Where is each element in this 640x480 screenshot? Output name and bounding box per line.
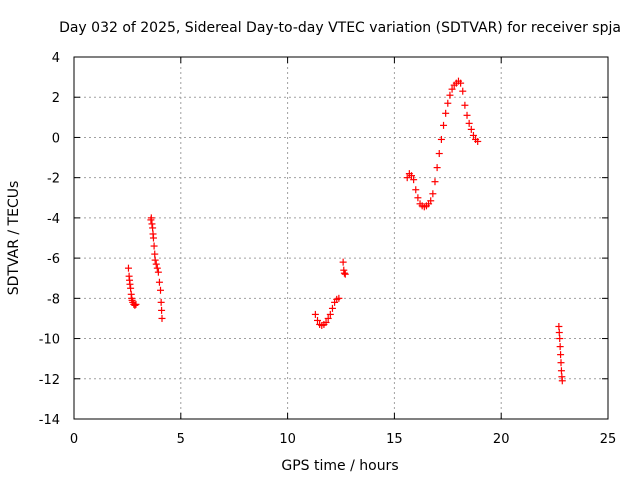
data-point [558, 377, 566, 385]
y-tick-label: -12 [39, 373, 60, 388]
data-point [403, 174, 411, 182]
x-tick-label: 15 [386, 432, 403, 447]
data-point [153, 264, 161, 272]
data-point [314, 316, 322, 324]
data-point [326, 310, 334, 318]
x-tick-label: 5 [177, 432, 185, 447]
x-axis-label: GPS time / hours [281, 458, 398, 474]
data-point [433, 164, 441, 172]
data-point [407, 172, 415, 180]
data-point [463, 111, 471, 119]
data-point [155, 278, 163, 286]
data-point [154, 268, 162, 276]
data-point [442, 109, 450, 117]
data-point [556, 343, 564, 351]
y-tick-label: 0 [52, 131, 60, 146]
data-point [151, 256, 159, 264]
data-point [435, 150, 443, 158]
y-tick-label: -4 [47, 212, 60, 227]
data-point [465, 119, 473, 127]
data-point [412, 186, 420, 194]
data-point [158, 314, 166, 322]
data-point [440, 121, 448, 129]
y-tick-label: -14 [39, 413, 60, 428]
data-point [557, 351, 565, 359]
data-point [461, 101, 469, 109]
y-tick-label: -10 [39, 333, 60, 348]
data-point [339, 258, 347, 266]
x-tick-label: 25 [600, 432, 617, 447]
data-point [556, 335, 564, 343]
data-marks [124, 77, 566, 385]
y-tick-label: 2 [52, 91, 60, 106]
plot-frame [73, 56, 609, 420]
data-point [414, 194, 422, 202]
data-point [427, 197, 435, 205]
data-point [131, 301, 139, 309]
data-point [149, 224, 157, 232]
data-point [469, 131, 477, 139]
data-point [150, 242, 158, 250]
data-point [340, 269, 348, 277]
data-point [448, 85, 456, 93]
data-point [444, 99, 452, 107]
x-tick-label: 10 [279, 432, 296, 447]
data-point [324, 314, 332, 322]
data-point [157, 298, 165, 306]
data-point [474, 137, 482, 145]
y-axis-label: SDTVAR / TECUs [6, 181, 22, 296]
data-point [328, 304, 336, 312]
data-point [431, 178, 439, 186]
x-tick-label: 20 [493, 432, 510, 447]
data-point [335, 294, 343, 302]
x-tick-label: 0 [70, 432, 78, 447]
data-point [459, 87, 467, 95]
y-tick-label: -8 [47, 292, 60, 307]
data-point [341, 270, 349, 278]
chart-title: Day 032 of 2025, Sidereal Day-to-day VTE… [59, 20, 621, 36]
data-point [127, 284, 135, 292]
data-point [555, 329, 563, 337]
data-point [446, 91, 454, 99]
y-tick-label: -6 [47, 252, 60, 267]
y-tick-label: -2 [47, 172, 60, 187]
data-point [410, 176, 418, 184]
data-point [467, 125, 475, 133]
data-point [147, 214, 155, 222]
data-point [152, 260, 160, 268]
data-point [322, 318, 330, 326]
data-point [457, 79, 465, 87]
data-point [557, 367, 565, 375]
data-point [557, 359, 565, 367]
data-point [555, 322, 563, 330]
data-point [124, 264, 132, 272]
data-point [151, 250, 159, 258]
data-point [429, 190, 437, 198]
data-point [437, 135, 445, 143]
y-tick-label: 4 [52, 51, 60, 66]
data-point [311, 310, 319, 318]
data-point [149, 234, 157, 242]
data-point [126, 280, 134, 288]
axis-ticks: 0 5 10 15 20 25 -14 -12 -10 -8 -6 -4 -2 0 2 4 [39, 51, 617, 447]
data-point [340, 266, 348, 274]
data-point [132, 300, 140, 308]
data-point [157, 286, 165, 294]
data-point [148, 220, 156, 228]
data-point [158, 306, 166, 314]
